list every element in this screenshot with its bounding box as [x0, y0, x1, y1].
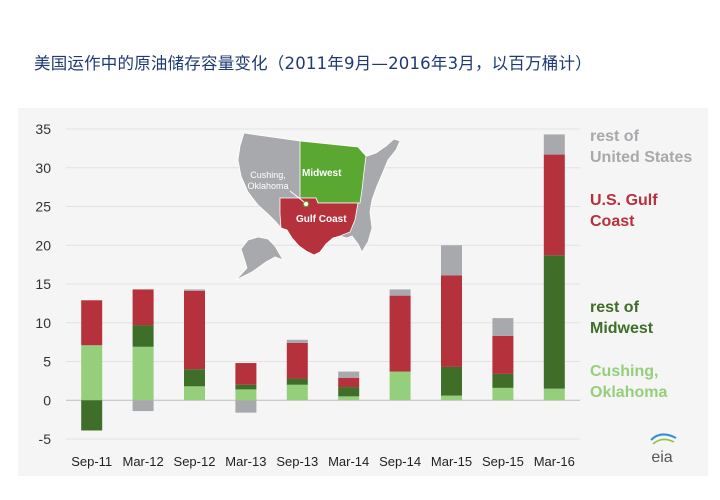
- bar-segment-gulf: [389, 295, 411, 372]
- bar-segment-rest-midwest: [286, 378, 308, 385]
- bar-segment-rest-us: [132, 400, 154, 412]
- bar-segment-rest-us: [543, 134, 565, 155]
- bar-segment-gulf: [492, 335, 514, 374]
- bar-segment-gulf: [441, 275, 462, 367]
- x-tick-label: Mar-14: [328, 454, 369, 469]
- y-tick-label: 30: [35, 160, 51, 176]
- map-label-cushing-2: Oklahoma: [247, 181, 288, 191]
- map-label-gulf-coast: Gulf Coast: [296, 214, 347, 225]
- bar-segment-rest-us: [235, 400, 257, 413]
- legend-rest-us-line2: United States: [590, 149, 692, 166]
- map-label-cushing-1: Cushing,: [250, 170, 286, 180]
- y-tick-label: 20: [35, 237, 51, 253]
- map-label-midwest: Midwest: [302, 168, 342, 179]
- bar-segment-cushing: [389, 371, 411, 401]
- x-axis-labels: Sep-11 Mar-12 Sep-12 Mar-13 Sep-13 Mar-14 Sep-…: [71, 454, 575, 469]
- bar-segment-cushing: [441, 395, 462, 401]
- legend-rest-midwest-line2: Midwest: [590, 320, 654, 337]
- x-tick-label: Sep-11: [71, 454, 112, 469]
- bar-segment-cushing: [338, 396, 360, 401]
- x-tick-label: Sep-13: [276, 454, 318, 469]
- map-gulf-coast-region: [279, 197, 359, 256]
- bar-segment-cushing: [543, 388, 565, 401]
- bars: [81, 134, 565, 431]
- bar-segment-cushing: [184, 386, 205, 401]
- x-tick-label: Mar-13: [225, 454, 266, 469]
- bar-segment-rest-us: [492, 318, 514, 336]
- bar-segment-cushing: [492, 387, 514, 401]
- map-cushing-leader: [289, 190, 305, 203]
- bar-segment-rest-midwest: [338, 387, 360, 397]
- bar-segment-gulf: [235, 363, 257, 385]
- bar-segment-gulf: [81, 300, 103, 346]
- map-cushing-marker: [302, 200, 310, 208]
- bar-segment-rest-midwest: [492, 373, 514, 388]
- y-tick-label: 5: [43, 354, 51, 370]
- legend-rest-midwest-line1: rest of: [590, 299, 640, 316]
- bar-segment-rest-us: [441, 245, 462, 276]
- bar-segment-cushing: [286, 384, 308, 401]
- bar-segment-gulf: [286, 342, 308, 379]
- eia-logo-text: eia: [651, 449, 672, 466]
- eia-logo-arc-2: [652, 438, 675, 445]
- bar-segment-gulf: [132, 289, 154, 326]
- bar-segment-rest-midwest: [235, 384, 257, 390]
- bar-segment-cushing: [81, 345, 103, 401]
- x-tick-label: Mar-15: [431, 454, 472, 469]
- x-tick-label: Sep-14: [379, 454, 421, 469]
- bar-segment-cushing: [132, 346, 154, 401]
- bar-segment-rest-midwest: [132, 325, 154, 347]
- y-tick-label: 0: [43, 392, 51, 408]
- y-tick-label: 15: [35, 276, 51, 292]
- bar-segment-gulf: [543, 154, 565, 256]
- bar-segment-rest-us: [389, 289, 411, 296]
- bar-segment-gulf: [184, 290, 205, 370]
- map-alaska: [235, 236, 284, 281]
- y-tick-label: -5: [39, 431, 52, 447]
- eia-logo: eia: [650, 433, 677, 466]
- y-tick-label: 35: [35, 121, 51, 137]
- bar-segment-cushing: [235, 389, 257, 401]
- legend-rest-us-line1: rest of: [590, 128, 640, 145]
- y-tick-label: 10: [35, 315, 51, 331]
- chart-title: 美国运作中的原油储存容量变化（2011年9月—2016年3月，以百万桶计）: [34, 54, 592, 73]
- legend-cushing-line2: Oklahoma: [590, 384, 667, 401]
- x-tick-label: Sep-12: [174, 454, 216, 469]
- legend-gulf-line2: Coast: [590, 213, 635, 230]
- bar-segment-rest-midwest: [543, 255, 565, 389]
- y-tick-label: 25: [35, 199, 51, 215]
- x-tick-label: Mar-16: [534, 454, 575, 469]
- legend-cushing-line1: Cushing,: [590, 363, 658, 380]
- bar-segment-rest-midwest: [81, 400, 103, 431]
- x-tick-label: Mar-12: [123, 454, 164, 469]
- eia-logo-arc: [650, 433, 677, 441]
- bar-segment-rest-midwest: [441, 366, 462, 396]
- us-map-inset: Midwest Cushing, Oklahoma Gulf Coast: [235, 132, 401, 281]
- bar-segment-rest-midwest: [184, 369, 205, 387]
- bar-segment-gulf: [338, 377, 360, 388]
- bar-segment-rest-us: [184, 289, 205, 291]
- legend: rest of United States U.S. Gulf Coast rest o…: [590, 128, 692, 401]
- y-axis-labels: -5 0 5 10 15 20 25 30 35: [35, 121, 51, 447]
- legend-gulf-line1: U.S. Gulf: [590, 192, 658, 209]
- bar-segment-rest-us: [286, 339, 308, 343]
- bar-segment-rest-us: [338, 371, 360, 378]
- x-tick-label: Sep-15: [482, 454, 524, 469]
